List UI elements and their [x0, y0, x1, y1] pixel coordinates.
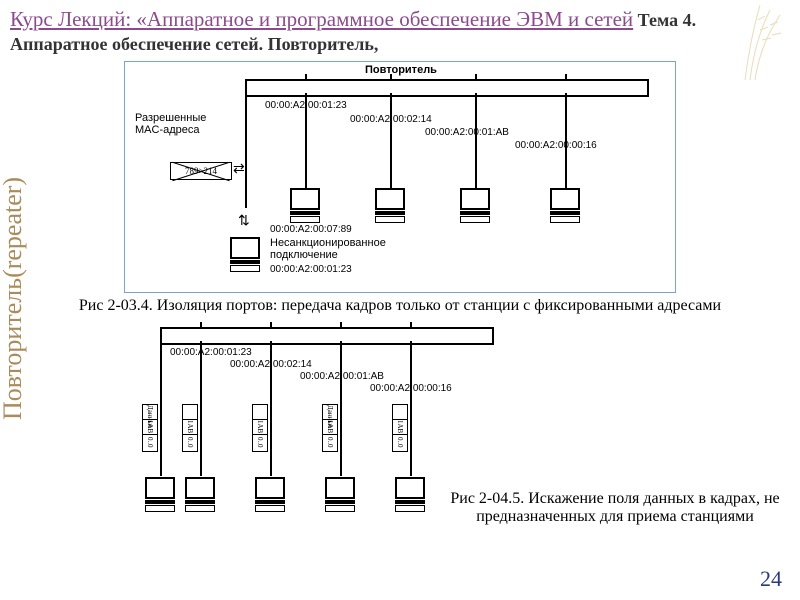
- course-prefix: Курс Лекций: «: [10, 7, 147, 31]
- pc-icon: [323, 477, 357, 507]
- frame-ok: Данные1AB0..0: [142, 404, 158, 452]
- frame-ok: Данные1AB0..0: [322, 404, 338, 452]
- pc-icon: [183, 477, 217, 507]
- fig1-caption: Рис 2-03.4. Изоляция портов: передача ка…: [60, 297, 740, 315]
- allowed-mac-label: РазрешенныеMAC-адреса: [135, 112, 206, 136]
- pc-icon: [253, 477, 287, 507]
- updown-arrow-icon: ⇅: [238, 212, 250, 229]
- frame-bad: 1AB0..0: [392, 404, 408, 452]
- fig1-title: Повторитель: [365, 64, 437, 76]
- frame-mac: 00:00:A2:00:01:23: [270, 264, 352, 275]
- pc-unauth-icon: [228, 237, 262, 267]
- slide-header: Курс Лекций: «Аппаратное и программное о…: [0, 0, 800, 57]
- wheat-decoration: [700, 0, 800, 80]
- figure-1: Повторитель РазрешенныеMAC-адреса 00:00:…: [124, 61, 676, 293]
- page-number: 24: [760, 566, 782, 592]
- pc-icon: [288, 188, 322, 218]
- crossed-frame: 789>214: [170, 162, 232, 180]
- pc-icon: [143, 477, 177, 507]
- pc-icon: [548, 188, 582, 218]
- pc-icon: [373, 188, 407, 218]
- f2-mac-1: 00:00:A2:00:01:23: [170, 347, 252, 358]
- fig2-repeater-box: [160, 327, 494, 345]
- arrow-icon: ⇄: [233, 160, 245, 177]
- frame-bad: 1AB0..0: [182, 404, 198, 452]
- pc-icon: [458, 188, 492, 218]
- pc-icon: [393, 477, 427, 507]
- fig2-caption: Рис 2-04.5. Искажение поля данных в кадр…: [440, 490, 790, 526]
- unauth-label: Несанкционированноеподключение: [270, 237, 386, 261]
- mac-3: 00:00:A2:00:01:AB: [425, 127, 509, 138]
- course-link: Аппаратное и программное обеспечение ЭВМ…: [147, 7, 633, 31]
- unauth-mac: 00:00:A2:00:07:89: [270, 224, 352, 235]
- frame-bad: 1AB0..0: [252, 404, 268, 452]
- side-label: Повторитель(repeater): [0, 177, 28, 420]
- mac-4: 00:00:A2:00:00:16: [515, 140, 597, 151]
